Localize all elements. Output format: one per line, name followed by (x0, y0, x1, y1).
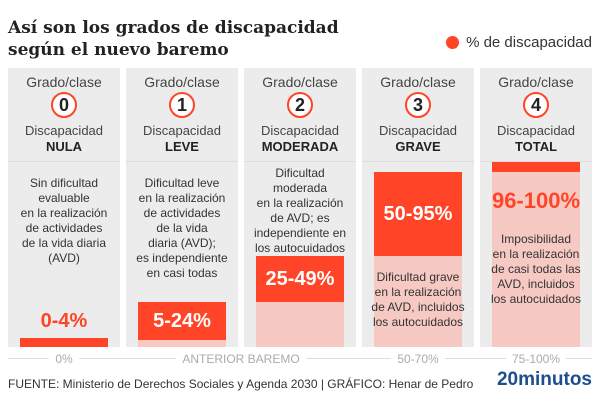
level-label: TOTAL (514, 139, 558, 154)
grado-label: Grado/clase (26, 74, 102, 90)
range-label: 0-4% (40, 310, 88, 332)
disc-label: Discapacidad (142, 123, 222, 138)
description: Dificultad grave en la realización de AVD,… (371, 270, 465, 329)
grade-number-badge: 1 (169, 92, 195, 118)
grade-column-1: Grado/clase 1 Discapacidad LEVE Dificultad … (126, 68, 238, 347)
grade-column-2: Grado/clase 2 Discapacidad MODERADA Dificul… (244, 68, 356, 347)
grado-label: Grado/clase (380, 74, 456, 90)
bar (20, 338, 108, 347)
level-label: LEVE (165, 139, 199, 154)
description: Imposibilidad en la realización de casi to… (490, 232, 582, 306)
level-label: MODERADA (261, 139, 339, 154)
grade-column-0: Grado/clase 0 Discapacidad NULA Sin dificul… (8, 68, 120, 347)
chart-title: Así son los grados de discapacidad según… (8, 17, 339, 61)
bar-background (492, 172, 580, 347)
description: Dificultad moderada en la realización de AV… (253, 166, 347, 255)
disc-label: Discapacidad (496, 123, 576, 138)
legend-dot-icon (446, 36, 460, 49)
grade-number-badge: 2 (287, 92, 313, 118)
level-label: GRAVE (395, 139, 441, 154)
legend-label: % de discapacidad (466, 34, 592, 51)
grado-label: Grado/clase (262, 74, 338, 90)
bar-background (138, 340, 226, 347)
axis-label: 50-70% (391, 352, 445, 366)
brand-logo: 20minutos (496, 369, 592, 390)
range-label: 96-100% (491, 188, 581, 213)
grade-column-3: Grado/clase 3 Discapacidad GRAVE 50-95% Dif… (362, 68, 474, 347)
bar: 25-49% (256, 256, 344, 302)
grade-column-4: Grado/clase 4 Discapacidad TOTAL 96-100% Im… (480, 68, 592, 347)
grade-number-badge: 3 (405, 92, 431, 118)
title-line-2: según el nuevo baremo (8, 40, 229, 60)
title-line-1: Así son los grados de discapacidad (8, 18, 339, 38)
bar-background (256, 302, 344, 347)
bar (492, 162, 580, 172)
source-credit: FUENTE: Ministerio de Derechos Sociales … (8, 377, 474, 391)
axis-label: 75-100% (505, 352, 567, 366)
axis-label: 0% (49, 352, 79, 366)
legend: % de discapacidad (446, 34, 592, 51)
grade-number-badge: 4 (523, 92, 549, 118)
grade-number-badge: 0 (51, 92, 77, 118)
disc-label: Discapacidad (24, 123, 104, 138)
bar: 50-95% (374, 172, 462, 256)
bar-background (374, 256, 462, 347)
disc-label: Discapacidad (260, 123, 340, 138)
disc-label: Discapacidad (378, 123, 458, 138)
grado-label: Grado/clase (144, 74, 220, 90)
description: Dificultad leve en la realización de activ… (136, 176, 228, 280)
level-label: NULA (45, 139, 83, 154)
grado-label: Grado/clase (498, 74, 574, 90)
bar: 5-24% (138, 302, 226, 340)
axis-label: ANTERIOR BAREMO (176, 352, 306, 366)
description: Sin dificultad evaluable en la realización… (20, 176, 108, 265)
